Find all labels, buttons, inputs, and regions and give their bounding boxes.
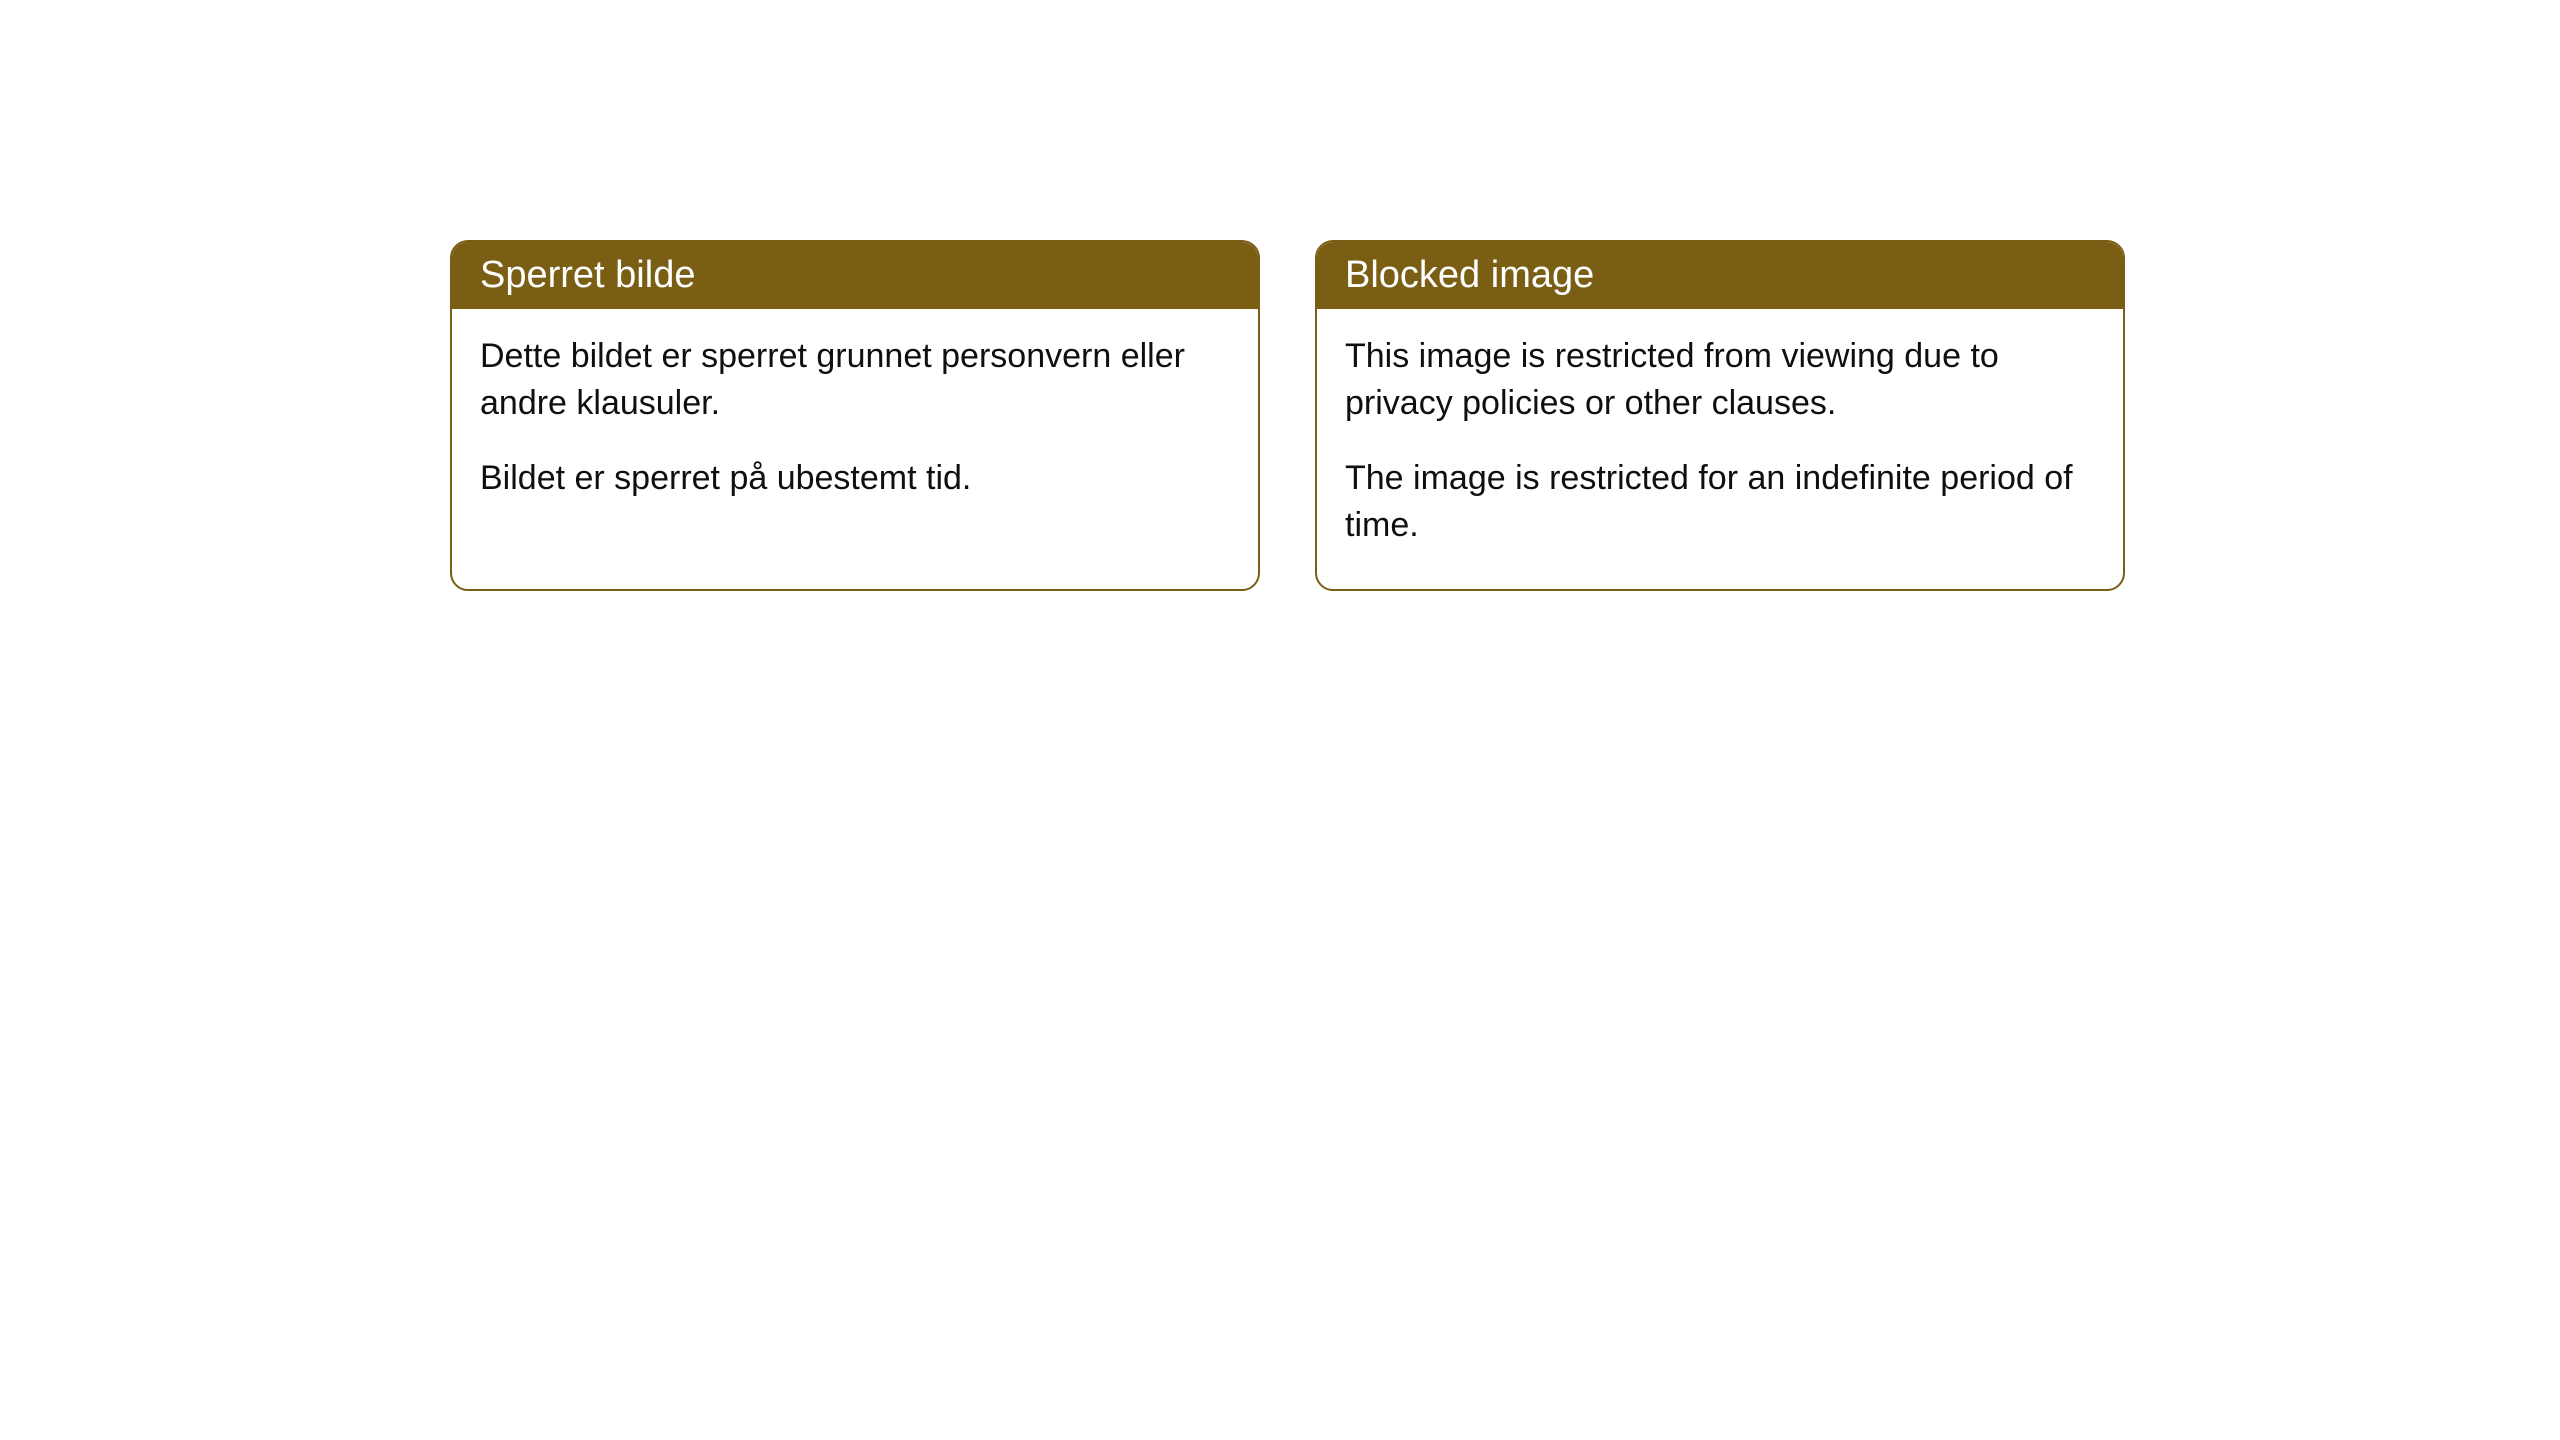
blocked-image-card-en: Blocked image This image is restricted f… xyxy=(1315,240,2125,591)
card-body-no: Dette bildet er sperret grunnet personve… xyxy=(452,309,1258,542)
card-para1-en: This image is restricted from viewing du… xyxy=(1345,333,2095,427)
card-para2-no: Bildet er sperret på ubestemt tid. xyxy=(480,455,1230,502)
card-body-en: This image is restricted from viewing du… xyxy=(1317,309,2123,589)
card-para2-en: The image is restricted for an indefinit… xyxy=(1345,455,2095,549)
card-title-no: Sperret bilde xyxy=(452,242,1258,309)
card-para1-no: Dette bildet er sperret grunnet personve… xyxy=(480,333,1230,427)
card-title-en: Blocked image xyxy=(1317,242,2123,309)
blocked-image-card-no: Sperret bilde Dette bildet er sperret gr… xyxy=(450,240,1260,591)
card-container: Sperret bilde Dette bildet er sperret gr… xyxy=(450,240,2125,591)
